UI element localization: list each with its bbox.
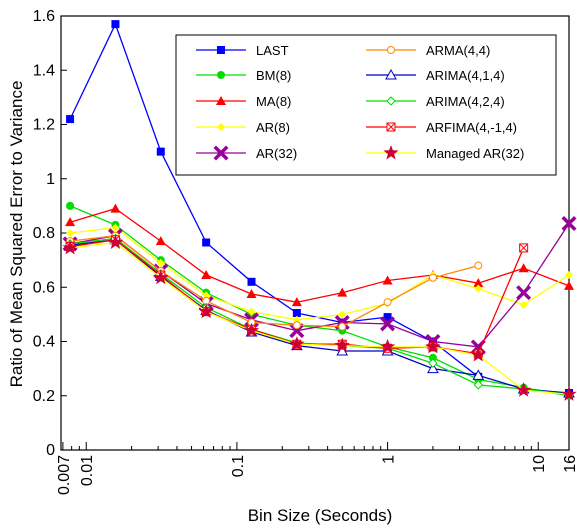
y-tick-label: 1 — [46, 171, 55, 188]
series-ma-8- — [65, 204, 574, 307]
data-point — [565, 271, 573, 279]
data-point — [564, 281, 574, 290]
y-axis-label: Ratio of Mean Squared Error to Variance — [7, 81, 26, 388]
data-point — [387, 123, 395, 131]
data-point — [519, 288, 529, 298]
legend-label: MA(8) — [256, 94, 291, 109]
y-tick-label: 1.4 — [33, 62, 55, 79]
legend-label: ARIMA(4,1,4) — [426, 68, 505, 83]
x-tick-label: 0.007 — [56, 455, 73, 495]
x-tick-label: 10 — [531, 455, 548, 473]
y-tick-label: 0.2 — [33, 388, 55, 405]
series-line — [70, 243, 569, 395]
y-tick-label: 1.6 — [33, 8, 55, 25]
legend-label: AR(32) — [256, 146, 297, 161]
x-tick-label: 16 — [562, 455, 577, 473]
series-ar-32- — [65, 219, 574, 352]
y-tick-label: 0 — [46, 442, 55, 459]
legend-label: Managed AR(32) — [426, 146, 524, 161]
data-point — [247, 289, 257, 298]
series-line — [70, 228, 569, 320]
data-point — [217, 46, 225, 54]
data-point — [66, 202, 74, 210]
series-arima-4-2-4- — [66, 234, 573, 398]
x-tick-label: 0.1 — [230, 455, 247, 477]
data-point — [202, 238, 210, 246]
data-point — [66, 229, 74, 237]
x-axis-label: Bin Size (Seconds) — [248, 506, 393, 525]
data-point — [201, 270, 211, 279]
data-point — [388, 47, 395, 54]
series-line — [70, 209, 569, 303]
data-point — [111, 20, 119, 28]
y-tick-label: 0.8 — [33, 225, 55, 242]
y-tick-label: 0.6 — [33, 279, 55, 296]
data-point — [63, 240, 78, 255]
data-point — [475, 262, 482, 269]
data-point — [339, 323, 346, 330]
legend-label: AR(8) — [256, 120, 290, 135]
legend-label: ARFIMA(4,-1,4) — [426, 120, 517, 135]
legend: LAST BM(8) MA(8) AR(8) AR(32) ARMA(4,4) ARIMA(… — [176, 35, 556, 175]
data-point — [293, 322, 300, 329]
data-point — [157, 148, 165, 156]
data-point — [248, 278, 256, 286]
legend-label: LAST — [256, 43, 289, 58]
data-point — [110, 204, 120, 213]
series-line — [70, 236, 478, 327]
data-point — [338, 310, 346, 318]
data-point — [519, 263, 529, 272]
legend-label: ARMA(4,4) — [426, 43, 490, 58]
x-tick-label: 1 — [381, 455, 398, 464]
y-tick-label: 0.4 — [33, 334, 55, 351]
data-point — [217, 71, 225, 79]
data-point — [516, 382, 531, 397]
data-point — [156, 236, 166, 245]
legend-label: ARIMA(4,2,4) — [426, 94, 505, 109]
data-point — [520, 301, 528, 309]
data-point — [520, 244, 528, 252]
data-point — [429, 274, 436, 281]
x-tick-label: 0.01 — [79, 455, 96, 486]
data-point — [66, 115, 74, 123]
legend-label: BM(8) — [256, 68, 291, 83]
data-point — [384, 299, 391, 306]
y-tick-label: 1.2 — [33, 117, 55, 134]
